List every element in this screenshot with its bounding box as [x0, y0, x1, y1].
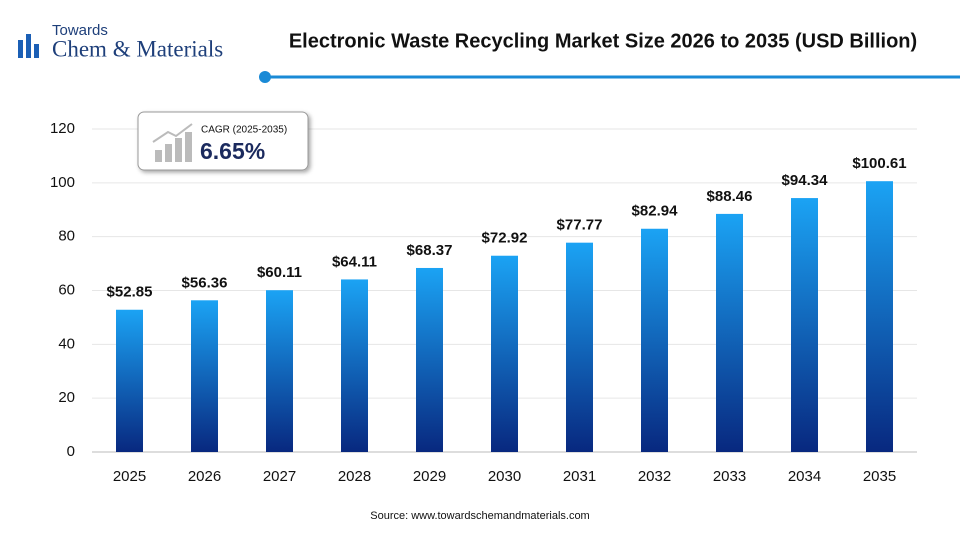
value-label: $52.85: [107, 284, 153, 301]
cagr-label: CAGR (2025-2035): [201, 125, 287, 136]
x-tick-label: 2027: [263, 468, 296, 485]
y-tick-label: 0: [67, 443, 75, 460]
y-tick-label: 40: [58, 335, 75, 352]
x-tick-label: 2025: [113, 468, 146, 485]
bar: [716, 213, 743, 452]
chart-title: Electronic Waste Recycling Market Size 2…: [289, 30, 917, 52]
bar: [641, 228, 668, 452]
bar: [866, 181, 893, 453]
x-tick-label: 2033: [713, 468, 746, 485]
cagr-box: CAGR (2025-2035) 6.65%: [137, 111, 309, 171]
value-label: $100.61: [852, 155, 906, 172]
y-tick-label: 60: [58, 281, 75, 298]
x-tick-label: 2034: [788, 468, 821, 485]
value-label: $56.36: [182, 274, 228, 291]
brand-logo: Towards Chem & Materials: [18, 22, 223, 61]
bar: [191, 300, 218, 452]
x-tick-label: 2026: [188, 468, 221, 485]
value-label: $88.46: [707, 188, 753, 205]
value-label: $64.11: [332, 253, 377, 270]
bar: [116, 309, 143, 452]
bar: [266, 290, 293, 452]
bar: [566, 242, 593, 452]
value-label: $72.92: [482, 230, 528, 247]
brand-top: Towards: [52, 22, 108, 39]
x-tick-label: 2035: [863, 468, 896, 485]
header-dot: [259, 71, 271, 83]
x-tick-label: 2028: [338, 468, 371, 485]
value-label: $60.11: [257, 264, 302, 281]
value-label: $94.34: [782, 172, 829, 189]
y-tick-label: 20: [58, 389, 75, 406]
y-tick-label: 100: [50, 174, 75, 191]
value-label: $68.37: [407, 242, 453, 259]
y-tick-label: 120: [50, 120, 75, 137]
x-tick-label: 2031: [563, 468, 596, 485]
value-label: $77.77: [557, 217, 603, 234]
bar: [791, 198, 818, 452]
brand-main: Chem & Materials: [52, 36, 223, 61]
cagr-value: 6.65%: [200, 138, 265, 164]
value-label: $82.94: [632, 203, 679, 220]
x-tick-label: 2029: [413, 468, 446, 485]
source: Source: www.towardschemandmaterials.com: [370, 510, 589, 522]
bar: [491, 255, 518, 452]
y-tick-label: 80: [58, 228, 75, 245]
x-tick-label: 2030: [488, 468, 521, 485]
bar: [341, 279, 368, 452]
bar: [416, 267, 443, 452]
x-tick-label: 2032: [638, 468, 671, 485]
